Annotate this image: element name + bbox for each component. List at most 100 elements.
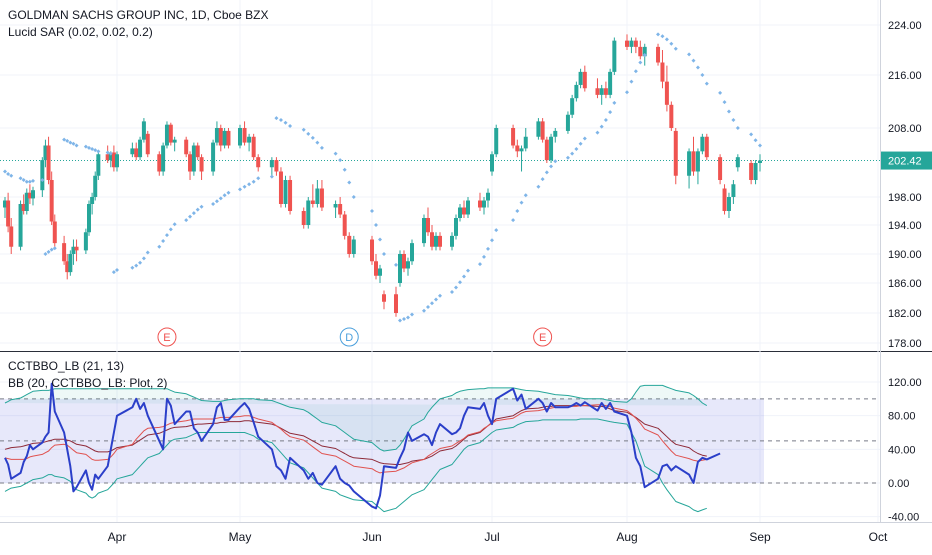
candle [422,214,426,247]
candle-body [430,232,434,247]
candle-body [301,211,306,225]
candle-body [633,40,638,47]
candle [656,43,661,66]
candle-body [718,157,723,180]
candle-body [46,145,51,180]
sar-dot [523,193,528,198]
sar-dot [458,280,462,285]
candle-body [578,71,583,85]
sar-dot [24,179,29,184]
candle-body [454,218,458,236]
sar-dot [145,250,150,255]
candle [310,184,315,208]
sar-dot [536,184,541,189]
candle-body [544,139,549,161]
osc-legend-line2[interactable]: BB (20, CCTBBO_LB: Plot, 2) [8,376,168,390]
candle-body [523,136,528,149]
candle-body [625,40,629,47]
sar-dot [700,73,705,77]
candle [438,232,442,251]
candle [394,286,398,317]
candle-body [40,160,45,191]
candle [168,122,173,146]
candle-body [374,261,378,276]
candle-body [519,148,524,152]
main-legend-title[interactable]: GOLDMAN SACHS GROUP INC, 1D, Cboe BZX [8,8,269,22]
candle [24,188,29,215]
sar-dot [753,138,758,143]
time-tick-label: Jun [362,530,381,544]
sar-dot [115,267,119,272]
bb-upper-line [4,384,708,452]
sar-dot [595,130,600,135]
candle-body [434,235,438,247]
candle-body [71,246,76,254]
candle [536,118,541,140]
candle-body [603,88,608,95]
osc-tick-label: 40.00 [888,444,916,456]
sar-dot [74,143,79,148]
candle [306,197,311,229]
candle-body [749,163,754,180]
sar-dot [347,180,352,185]
candle [406,257,410,276]
candle [726,192,731,218]
candle [269,157,274,176]
sar-dot [195,207,200,212]
candle-body [214,128,219,143]
candle [65,254,70,280]
sar-dot [9,173,14,178]
candle-body [410,243,414,262]
sar-dot [134,263,139,268]
candle [43,139,48,168]
sar-dot [168,227,173,232]
candle-body [612,40,617,72]
osc-legend-line1[interactable]: CCTBBO_LB (21, 13) [8,359,125,373]
osc-channel-fill [0,398,764,483]
candle-body [549,136,554,161]
sar-dot [466,268,470,273]
candle [211,139,216,176]
sar-dot [540,177,545,182]
time-tick-label: Oct [869,530,888,544]
sar-dot [478,262,482,267]
candle-body [629,40,634,47]
main-legend-indicator[interactable]: Lucid SAR (0.02, 0.02, 0.2) [8,25,153,39]
candle-body [283,180,288,204]
candle [83,228,88,254]
sar-dot [164,233,169,238]
candle-body [195,145,200,158]
sar-dot [462,274,466,279]
candle-body [494,128,499,155]
candle-body [247,136,252,143]
candle-body [164,124,169,146]
candle [90,192,95,215]
sar-dot [96,149,101,154]
candle-body [157,154,162,172]
price-tick-label: 208.00 [888,123,922,135]
candle-body [726,197,731,211]
candle-body [130,148,135,155]
candle-body [536,121,541,137]
candle-body [218,128,223,146]
price-tick-label: 182.00 [888,308,922,320]
candle-body [398,254,402,283]
osc-tick-label: -40.00 [888,512,919,524]
candle-body [310,200,315,204]
candle-body [315,188,320,204]
candle-body [211,142,216,172]
sar-dot [49,247,54,252]
candle [523,128,528,152]
time-tick-label: Aug [616,530,637,544]
candle [288,175,293,215]
candle-body [269,160,274,168]
sar-dot [374,223,378,227]
candle [157,151,162,176]
sar-dot [108,151,113,156]
sar-dot [394,262,398,267]
bb-lower-line [4,418,707,513]
candle-body [333,204,338,208]
candle [283,175,288,208]
candle [544,136,549,163]
